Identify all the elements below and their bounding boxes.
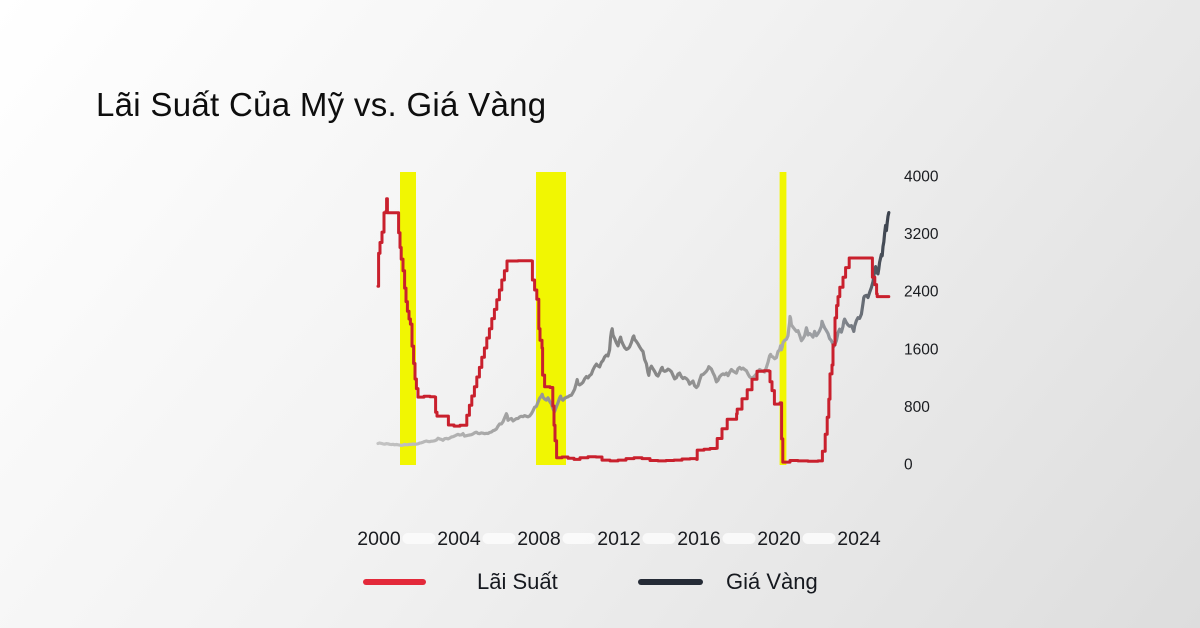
recession-band [536, 172, 566, 465]
series-lines-group [376, 197, 891, 464]
rate-legend-swatch [363, 579, 426, 585]
x-label-separator [402, 533, 436, 544]
x-tick-label: 2008 [517, 528, 560, 550]
interest-rate-line [376, 197, 891, 464]
rate-legend-label: Lãi Suất [477, 569, 558, 594]
x-tick-label: 2020 [757, 528, 801, 550]
gold-price-line [376, 211, 891, 447]
x-tick-label: 2012 [597, 528, 640, 550]
x-label-separator [722, 533, 756, 544]
x-label-separator [802, 533, 836, 544]
gold-legend-label: Giá Vàng [726, 569, 818, 594]
x-label-separator [482, 533, 516, 544]
x-label-separators [402, 533, 836, 544]
x-tick-label: 2016 [677, 528, 720, 550]
y-tick-label: 800 [904, 399, 930, 416]
y-tick-label: 3200 [904, 226, 939, 243]
y-tick-label: 1600 [904, 341, 939, 358]
recession-band [779, 172, 787, 465]
page-title: Lãi Suất Của Mỹ vs. Giá Vàng [96, 86, 547, 123]
x-label-separator [642, 533, 676, 544]
x-tick-label: 2000 [357, 528, 401, 550]
y-tick-label: 2400 [904, 284, 939, 301]
x-axis-labels: 2000 2004 2008 2012 2016 2020 2024 [357, 528, 881, 550]
gold-legend-swatch [638, 579, 703, 585]
x-label-separator [562, 533, 596, 544]
x-tick-label: 2004 [437, 528, 481, 550]
y-axis-labels: 0 800 1600 2400 3200 4000 [904, 169, 939, 474]
x-tick-label: 2024 [837, 528, 881, 550]
y-tick-label: 4000 [904, 169, 939, 186]
y-tick-label: 0 [904, 457, 913, 474]
